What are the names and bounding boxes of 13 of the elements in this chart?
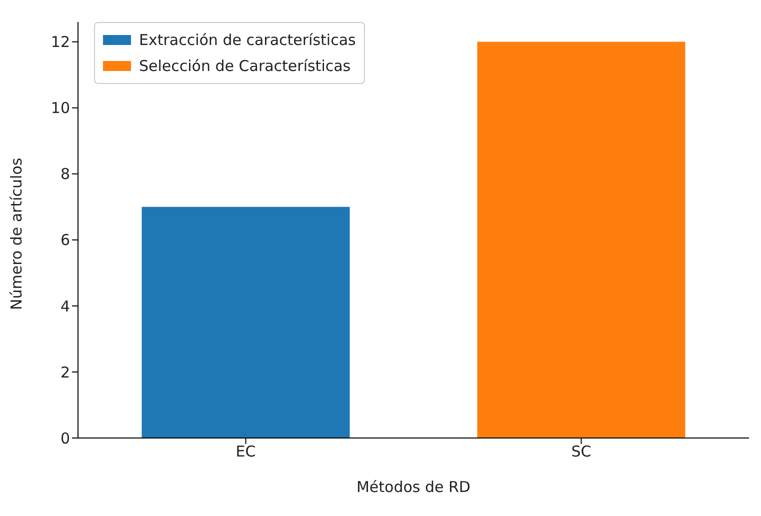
x-tick-label: SC: [571, 442, 592, 461]
x-axis-title: Métodos de RD: [356, 478, 471, 496]
y-tick-label: 6: [60, 231, 70, 250]
y-tick-label: 10: [50, 99, 70, 118]
y-tick-label: 8: [60, 165, 70, 184]
y-tick-label: 2: [60, 363, 70, 382]
legend-label: Selección de Características: [139, 57, 351, 75]
y-tick-label: 12: [50, 33, 70, 52]
y-axis-title: Número de artículos: [7, 158, 26, 310]
legend-label: Extracción de características: [139, 31, 356, 49]
x-tick-label: EC: [236, 442, 256, 461]
y-tick-label: 0: [60, 429, 70, 448]
y-tick-label: 4: [60, 297, 70, 316]
